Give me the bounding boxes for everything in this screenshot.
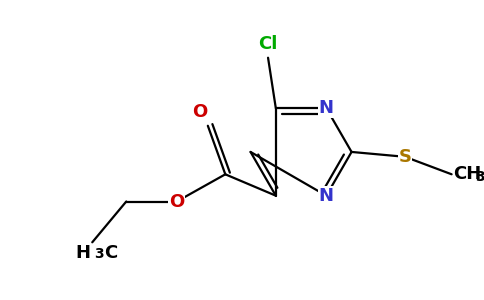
Text: S: S: [398, 148, 411, 166]
Text: C: C: [104, 244, 117, 262]
Text: Cl: Cl: [258, 35, 278, 53]
Text: N: N: [319, 99, 334, 117]
Text: H: H: [76, 244, 91, 262]
Text: 3: 3: [475, 170, 484, 184]
Text: O: O: [169, 193, 184, 211]
Text: 3: 3: [94, 247, 104, 261]
Text: N: N: [319, 187, 334, 205]
Text: O: O: [193, 103, 208, 121]
Text: CH: CH: [454, 165, 482, 183]
